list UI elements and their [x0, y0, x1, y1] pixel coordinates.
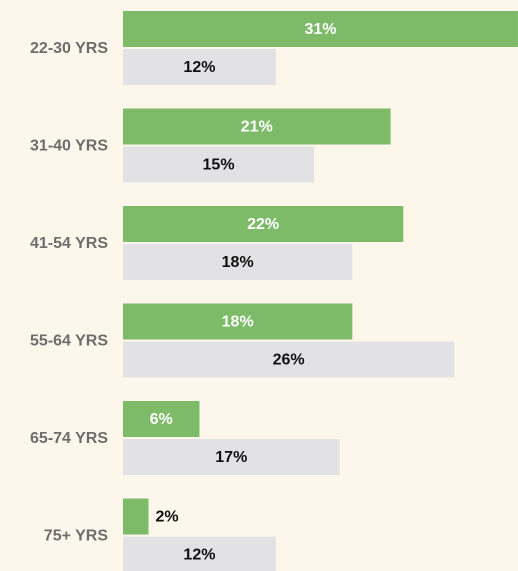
bar: [123, 303, 353, 340]
value-label: 31%: [304, 21, 336, 38]
bar: [123, 146, 315, 183]
bar: [123, 11, 518, 47]
value-label: 22%: [247, 216, 279, 233]
category-label: 55-64 YRS: [30, 333, 108, 350]
value-label: 17%: [215, 449, 247, 466]
bar: [123, 341, 455, 378]
value-label: 12%: [183, 547, 215, 564]
bar: [123, 206, 404, 242]
category-label: 31-40 YRS: [30, 138, 108, 155]
value-label: 6%: [150, 411, 173, 428]
category-label: 75+ YRS: [44, 528, 109, 545]
bar: [123, 439, 340, 475]
category-label: 41-54 YRS: [30, 235, 108, 252]
bar: [123, 498, 149, 535]
value-label: 21%: [241, 119, 273, 136]
category-label: 65-74 YRS: [30, 430, 108, 447]
bar: [123, 244, 353, 280]
value-label: 18%: [222, 254, 254, 271]
value-label: 12%: [183, 59, 215, 76]
bar: [123, 536, 276, 571]
value-label: 26%: [273, 352, 305, 369]
value-label: 15%: [203, 157, 235, 174]
value-label: 2%: [155, 509, 178, 526]
category-label: 22-30 YRS: [30, 40, 108, 57]
bar: [123, 49, 276, 85]
bar: [123, 108, 391, 145]
bar: [123, 401, 200, 437]
value-label: 18%: [222, 314, 254, 331]
